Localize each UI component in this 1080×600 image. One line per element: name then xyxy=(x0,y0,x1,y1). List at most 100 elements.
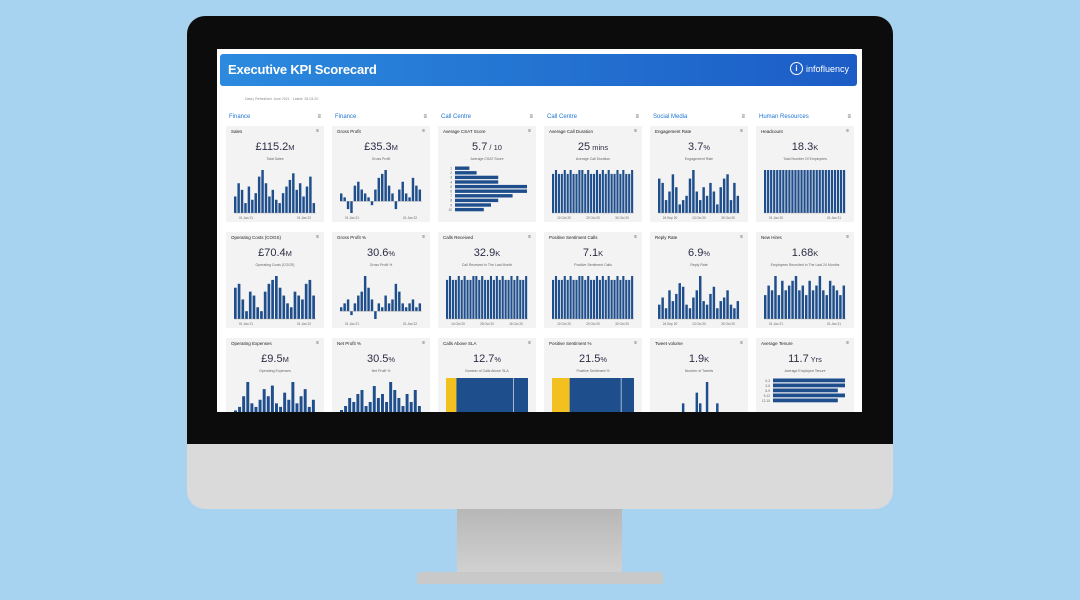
bar xyxy=(822,290,825,319)
x-tick-label: 28 Oct 20 xyxy=(480,322,494,326)
card-menu-icon[interactable]: ≡ xyxy=(846,234,849,240)
column-title[interactable]: Finance xyxy=(335,113,357,120)
card-menu-icon[interactable]: ≡ xyxy=(634,234,637,240)
card-menu-icon[interactable]: ≡ xyxy=(422,128,425,134)
bar xyxy=(622,170,625,213)
bar xyxy=(350,201,353,213)
card-menu-icon[interactable]: ≡ xyxy=(528,128,531,134)
mini-chart: 14 Oct 20 28 Oct 20 16 Oct 20 xyxy=(446,276,528,326)
bar xyxy=(374,189,377,202)
kpi-card[interactable]: Operating Expenses ≡ £9.5M Operating Expens… xyxy=(226,338,324,412)
card-menu-icon[interactable]: ≡ xyxy=(422,340,425,346)
kpi-card[interactable]: Positive Sentiment % ≡ 21.5% Positive Senti… xyxy=(544,338,642,412)
bar xyxy=(681,200,685,213)
bar xyxy=(610,173,613,213)
kpi-card[interactable]: Gross Profit ≡ £35.3M Gross Profit 01 Jan 21… xyxy=(332,126,430,222)
column-title[interactable]: Finance xyxy=(229,113,251,120)
bar xyxy=(266,396,270,412)
bar xyxy=(234,287,237,319)
bar xyxy=(260,311,263,319)
card-menu-icon[interactable]: ≡ xyxy=(740,340,743,346)
bar xyxy=(587,170,590,213)
bar xyxy=(716,308,719,319)
kpi-card[interactable]: Gross Profit % ≡ 30.6% Gross Profit % 01 Jan… xyxy=(332,232,430,328)
bar xyxy=(244,203,247,213)
column-title[interactable]: Call Centre xyxy=(547,113,578,120)
kpi-card[interactable]: Reply Rate ≡ 6.9% Reply Rate 24 Sep 20 13 Oct… xyxy=(650,232,748,328)
column-title[interactable]: Human Resources xyxy=(759,113,809,120)
monitor-stand xyxy=(457,509,622,575)
card-menu-icon[interactable]: ≡ xyxy=(316,234,319,240)
card-menu-icon[interactable]: ≡ xyxy=(528,340,531,346)
kpi-card[interactable]: Operating Costs (COGS) ≡ £70.4M Operating C… xyxy=(226,232,324,328)
y-tick-label: 3-6 xyxy=(765,384,770,388)
kpi-unit: K xyxy=(598,249,604,258)
card-menu-icon[interactable]: ≡ xyxy=(316,128,319,134)
bar xyxy=(800,170,803,213)
card-menu-icon[interactable]: ≡ xyxy=(634,128,637,134)
kpi-card[interactable]: Tweet volume ≡ 1.9K Number of Tweets xyxy=(650,338,748,412)
bar xyxy=(833,170,837,213)
bar xyxy=(241,299,245,319)
bar xyxy=(344,406,348,412)
kpi-card[interactable]: New Hires ≡ 1.68K Employees Recruited in Th… xyxy=(756,232,854,328)
bar xyxy=(779,170,782,213)
bar xyxy=(722,297,726,319)
x-tick-label: 01 Jan 22 xyxy=(403,322,417,326)
y-tick-label: 10 xyxy=(448,208,452,212)
bar xyxy=(774,276,777,319)
bar xyxy=(726,174,729,213)
card-menu-icon[interactable]: ≡ xyxy=(316,340,319,346)
hamburger-menu-icon[interactable]: ≡ xyxy=(423,113,427,120)
card-menu-icon[interactable]: ≡ xyxy=(422,234,425,240)
bar xyxy=(809,170,812,213)
hamburger-menu-icon[interactable]: ≡ xyxy=(847,113,851,120)
kpi-card[interactable]: Positive Sentiment Calls ≡ 7.1K Positive Se… xyxy=(544,232,642,328)
bar xyxy=(791,280,794,319)
kpi-card[interactable]: Calls Above SLA ≡ 12.7% Number of Calls Abo… xyxy=(438,338,536,412)
bar xyxy=(835,290,839,319)
bar xyxy=(593,279,596,319)
bar xyxy=(702,301,705,319)
card-menu-icon[interactable]: ≡ xyxy=(846,128,849,134)
bar xyxy=(356,394,360,412)
mini-chart xyxy=(340,382,421,412)
bar xyxy=(581,276,584,319)
column-title[interactable]: Social Media xyxy=(653,113,688,120)
kpi-card[interactable]: Calls Received ≡ 32.9K Call Received in The… xyxy=(438,232,536,328)
kpi-value: 30.5% xyxy=(332,353,430,365)
y-tick-label: 6-9 xyxy=(765,389,770,393)
bar xyxy=(572,279,575,319)
hamburger-menu-icon[interactable]: ≡ xyxy=(635,113,639,120)
card-menu-icon[interactable]: ≡ xyxy=(740,128,743,134)
kpi-number: £9.5 xyxy=(261,353,283,365)
bar xyxy=(295,403,299,412)
hamburger-menu-icon[interactable]: ≡ xyxy=(529,113,533,120)
kpi-card[interactable]: Average Call Duration ≡ 25 mins Average Cal… xyxy=(544,126,642,222)
bar xyxy=(726,290,729,319)
bar xyxy=(631,170,634,213)
card-menu-icon[interactable]: ≡ xyxy=(846,340,849,346)
mini-chart: 01 Jan 21 01 Jan 22 xyxy=(340,170,422,220)
kpi-card[interactable]: Net Profit % ≡ 30.5% Net Profit % xyxy=(332,338,430,412)
card-menu-icon[interactable]: ≡ xyxy=(740,234,743,240)
bar xyxy=(736,301,740,319)
bar xyxy=(305,186,309,213)
kpi-subtitle: Average CSAT Score xyxy=(470,157,504,161)
bar xyxy=(787,285,791,319)
y-tick-label: 2 xyxy=(450,171,452,175)
kpi-number: 12.7 xyxy=(472,353,495,365)
kpi-value: 25 mins xyxy=(544,141,642,153)
kpi-card[interactable]: Headcount ≡ 18.3K Total Number Of Employees… xyxy=(756,126,854,222)
card-menu-icon[interactable]: ≡ xyxy=(634,340,637,346)
card-menu-icon[interactable]: ≡ xyxy=(528,234,531,240)
hamburger-menu-icon[interactable]: ≡ xyxy=(741,113,745,120)
bar xyxy=(501,276,504,319)
kpi-card[interactable]: Engagement Rate ≡ 3.7% Engagement Rate 24 Se… xyxy=(650,126,748,222)
bar xyxy=(595,276,599,319)
kpi-card[interactable]: Sales ≡ £115.2M Total Sales 01 Jan 21 01 Jan … xyxy=(226,126,324,222)
column-title[interactable]: Call Centre xyxy=(441,113,472,120)
hamburger-menu-icon[interactable]: ≡ xyxy=(317,113,321,120)
kpi-card[interactable]: Average Tenure ≡ 11.7 Yrs Average Employee … xyxy=(756,338,854,412)
kpi-card[interactable]: Average CSAT Score ≡ 5.7 / 10 Average CSAT … xyxy=(438,126,536,222)
